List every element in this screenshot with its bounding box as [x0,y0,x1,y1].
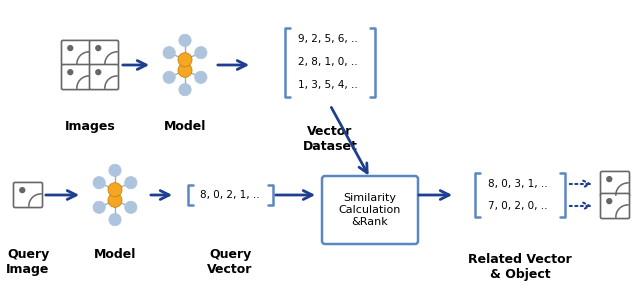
Circle shape [125,201,137,214]
Circle shape [178,63,192,77]
FancyBboxPatch shape [600,193,630,218]
Text: Related Vector
& Object: Related Vector & Object [468,253,572,281]
Circle shape [607,199,612,204]
FancyBboxPatch shape [322,176,418,244]
FancyBboxPatch shape [90,65,118,90]
Circle shape [96,70,100,75]
FancyBboxPatch shape [13,182,42,208]
FancyBboxPatch shape [600,171,630,197]
Circle shape [93,177,106,189]
FancyBboxPatch shape [90,40,118,65]
Circle shape [108,183,122,197]
Text: 7, 0, 2, 0, ..: 7, 0, 2, 0, .. [488,201,548,211]
Text: Images: Images [65,120,115,133]
Text: Vector
Dataset: Vector Dataset [303,125,357,153]
Circle shape [68,70,73,75]
Text: 8, 0, 3, 1, ..: 8, 0, 3, 1, .. [488,179,548,189]
Circle shape [68,46,73,51]
Circle shape [108,193,122,207]
Circle shape [96,46,100,51]
Circle shape [109,214,121,226]
Circle shape [109,164,121,177]
Circle shape [195,71,207,84]
Circle shape [93,201,106,214]
Text: 8, 0, 2, 1, ..: 8, 0, 2, 1, .. [200,190,260,200]
Circle shape [20,188,25,193]
FancyBboxPatch shape [61,40,90,65]
Circle shape [125,177,137,189]
Circle shape [607,177,612,181]
Text: 2, 8, 1, 0, ..: 2, 8, 1, 0, .. [298,57,358,67]
Circle shape [179,84,191,96]
Text: Query
Image: Query Image [6,248,50,276]
Circle shape [179,34,191,47]
Text: 9, 2, 5, 6, ..: 9, 2, 5, 6, .. [298,34,358,44]
Text: Similarity
Calculation
&Rank: Similarity Calculation &Rank [339,193,401,227]
Circle shape [163,47,175,59]
Circle shape [178,53,192,67]
FancyBboxPatch shape [61,65,90,90]
Circle shape [163,71,175,84]
Text: Model: Model [94,248,136,261]
Text: 1, 3, 5, 4, ..: 1, 3, 5, 4, .. [298,80,358,90]
Circle shape [195,47,207,59]
Text: Query
Vector: Query Vector [207,248,253,276]
Text: Model: Model [164,120,206,133]
